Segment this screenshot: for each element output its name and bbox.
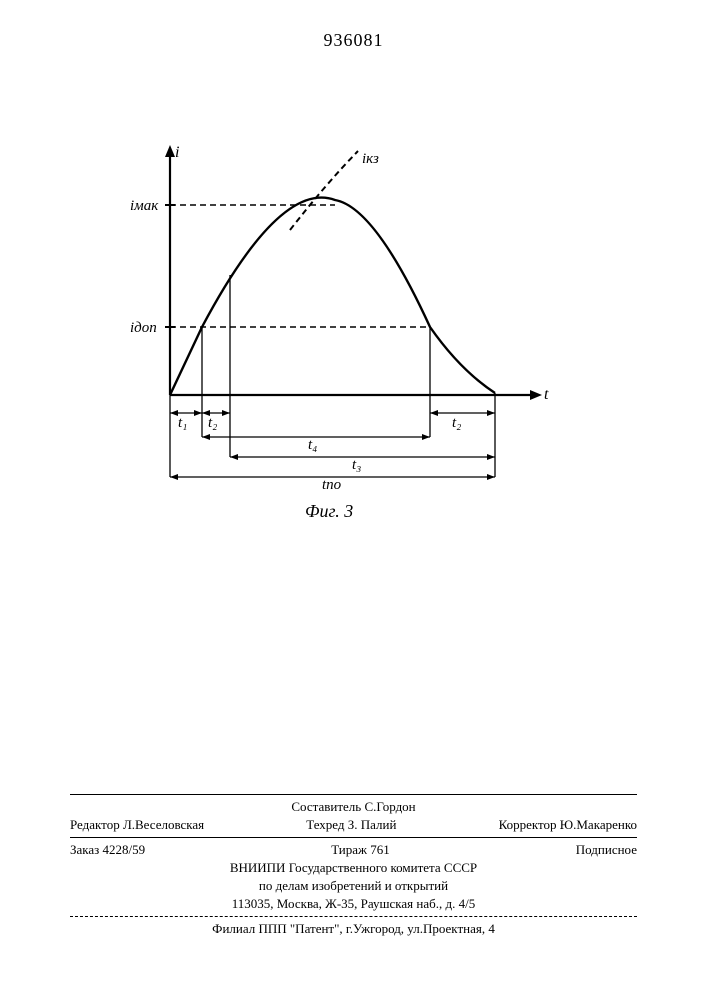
editor-line: Редактор Л.Веселовская xyxy=(70,817,204,833)
compiler-line: Составитель С.Гордон xyxy=(70,799,637,815)
tpo-label: tпо xyxy=(322,477,342,493)
t2a-label: t₂ xyxy=(208,415,217,431)
org2-line: по делам изобретений и открытий xyxy=(70,878,637,894)
address1-line: 113035, Москва, Ж-35, Раушская наб., д. … xyxy=(70,896,637,912)
subscription-line: Подписное xyxy=(576,842,637,858)
branch-line: Филиал ППП "Патент", г.Ужгород, ул.Проек… xyxy=(70,921,637,937)
t3-label: t₃ xyxy=(352,457,361,473)
current-time-chart: i t iмак iдоп iкз xyxy=(130,110,560,560)
circulation-line: Тираж 761 xyxy=(331,842,390,858)
footer-divider-3 xyxy=(70,916,637,917)
footer-divider-1 xyxy=(70,794,637,795)
tech-line: Техред З. Палий xyxy=(306,817,396,833)
interval-tpo: tпо xyxy=(170,474,495,493)
ikz-label: iкз xyxy=(362,151,379,167)
interval-t4: t₄ xyxy=(202,434,430,453)
t1-label: t₁ xyxy=(178,415,187,431)
order-line: Заказ 4228/59 xyxy=(70,842,145,858)
idop-label: iдоп xyxy=(130,320,157,336)
interval-row1: t₁ t₂ t₂ xyxy=(170,410,495,431)
imax-label: iмак xyxy=(130,198,159,214)
footer-divider-2 xyxy=(70,837,637,838)
t4-label: t₄ xyxy=(308,437,317,453)
patent-number: 936081 xyxy=(0,30,707,51)
x-axis-label: t xyxy=(544,386,549,403)
y-axis-label: i xyxy=(175,144,179,161)
y-axis-arrow xyxy=(165,145,175,157)
corrector-line: Корректор Ю.Макаренко xyxy=(499,817,637,833)
footer-block: Составитель С.Гордон Редактор Л.Веселовс… xyxy=(70,790,637,939)
main-curve xyxy=(170,198,495,395)
x-axis-arrow xyxy=(530,390,542,400)
interval-t3: t₃ xyxy=(230,454,495,473)
t2b-label: t₂ xyxy=(452,415,461,431)
ikz-branch xyxy=(290,151,358,230)
figure-caption: Фиг. 3 xyxy=(305,501,353,521)
org1-line: ВНИИПИ Государственного комитета СССР xyxy=(70,860,637,876)
